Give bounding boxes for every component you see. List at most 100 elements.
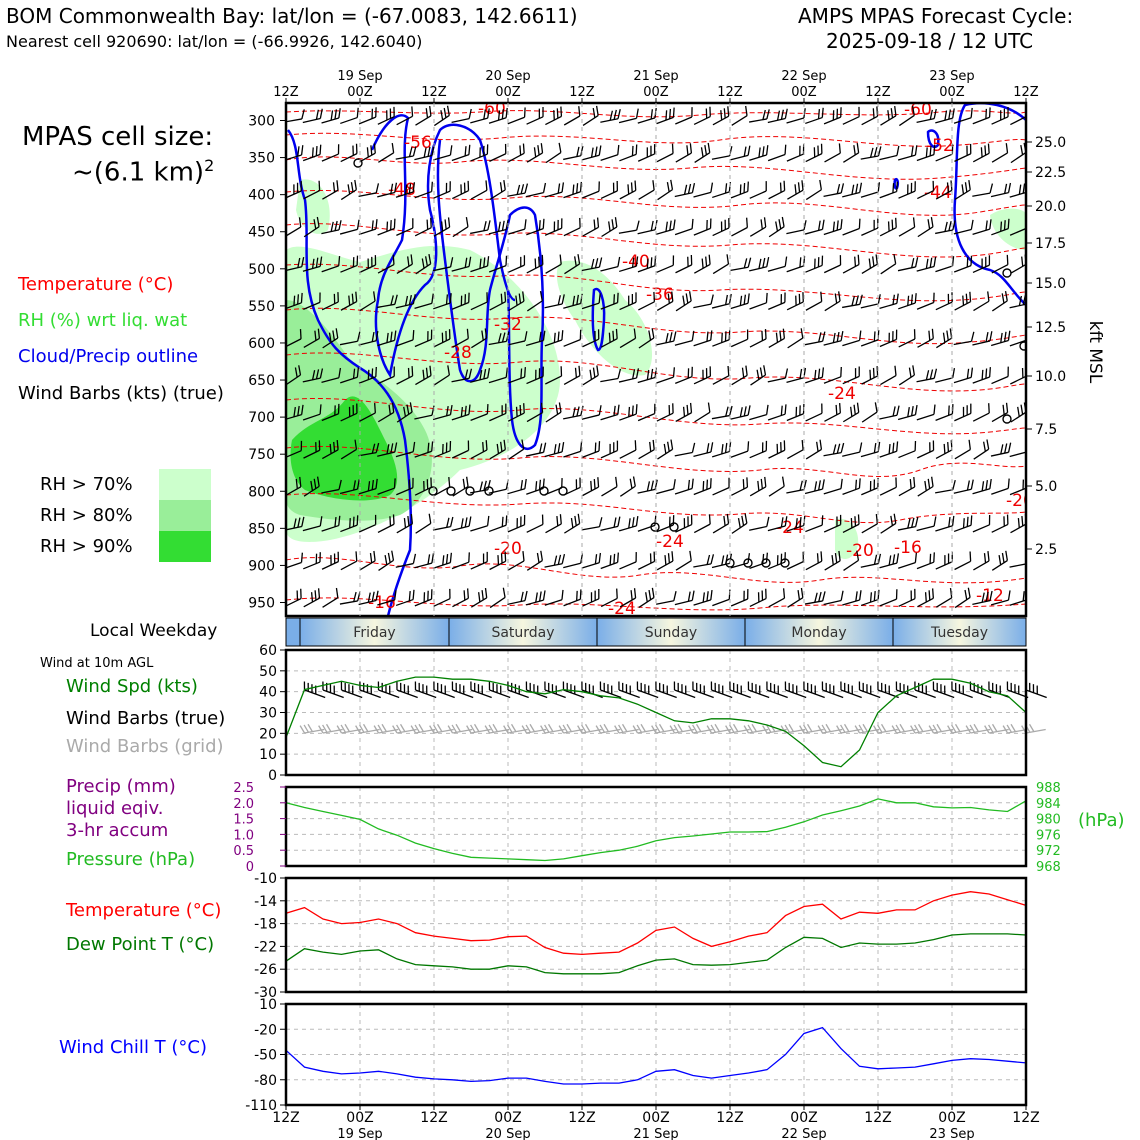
cs-barb-34 (916, 108, 937, 124)
cs-barb-125 (377, 218, 396, 236)
cs-barb-9 (451, 108, 472, 124)
cs-barb-17 (600, 109, 621, 123)
cs-barb-135 (563, 217, 581, 237)
cs-barb-298 (618, 368, 640, 383)
cs-barb-453 (526, 514, 544, 533)
cs-barb-384 (730, 441, 750, 458)
cs-barb-26 (767, 108, 788, 124)
forecast-cycle-label: AMPS MPAS Forecast Cycle: (798, 4, 1074, 28)
cs-barb-514 (916, 552, 935, 570)
wind-barb-true-34 (914, 681, 936, 699)
cs-barb-329 (451, 404, 471, 421)
cs-barb-438 (991, 478, 1010, 495)
cs-barb-23 (712, 106, 730, 126)
top-hour-label-5: 00Z (643, 85, 669, 100)
rh70-region-5 (835, 518, 859, 560)
cs-barb-182 (694, 254, 711, 274)
cs-barb-417 (601, 476, 618, 497)
cs-barb-40 (286, 145, 304, 161)
isotherm-label-14: -16 (894, 538, 922, 558)
cs-barb-496 (581, 552, 602, 569)
cs-barb-200 (286, 292, 303, 310)
cs-barb-441 (302, 516, 323, 532)
kft-tick-label-9: 2.5 (1035, 542, 1057, 558)
top-hour-label-9: 00Z (939, 85, 965, 100)
wind-barb-grid-8 (429, 723, 454, 734)
wind-speed-line (285, 676, 1027, 768)
pressure-tick-label-10: 800 (248, 484, 275, 500)
cs-barb-173 (526, 254, 544, 274)
top-date-label-0: 19 Sep (337, 69, 382, 84)
cs-barb-216 (581, 293, 601, 310)
cs-barb-136 (582, 217, 600, 237)
cs-barb-502 (693, 554, 715, 568)
bottom-hour-label-4: 12Z (568, 1110, 595, 1126)
cs-barb-486 (395, 553, 417, 568)
cs-barb-439 (1009, 479, 1026, 496)
legend-temperature: Temperature (°C) (18, 274, 174, 295)
windTicks-label-0: 0 (268, 768, 277, 784)
cs-barb-554 (917, 588, 934, 608)
windchill-grid (286, 1004, 1026, 1105)
wind-barb-grid-21 (669, 723, 695, 734)
cs-barb-501 (675, 550, 692, 571)
cs-barb-46 (395, 146, 417, 160)
cs-barb-131 (488, 219, 509, 235)
forecast-cycle-value: 2025-09-18 / 12 UTC (826, 29, 1034, 53)
cs-barb-354 (916, 404, 936, 421)
cs-barb-202 (321, 292, 339, 311)
cs-barb-206 (395, 294, 416, 309)
cs-barb-429 (823, 478, 843, 495)
wind-barb-true-27 (784, 681, 807, 699)
cs-barb-246 (395, 330, 415, 347)
weekday-band-0 (300, 618, 449, 646)
cs-barb-345 (749, 404, 769, 421)
cs-barb-91 (489, 180, 506, 200)
cs-barb-437 (972, 478, 992, 495)
cs-barb-509 (824, 550, 841, 571)
cs-barb-555 (935, 588, 953, 608)
windTicks-label-6: 60 (259, 643, 277, 659)
cs-barb-470 (842, 514, 860, 534)
cs-barb-86 (395, 182, 416, 198)
cs-barb-119 (1009, 183, 1026, 198)
cs-barb-397 (973, 439, 990, 460)
cs-barb-398 (990, 442, 1012, 457)
cs-barb-499 (638, 551, 656, 570)
cs-barb-118 (990, 182, 1012, 198)
cs-barb-112 (879, 181, 898, 199)
cs-barb-83 (340, 179, 357, 201)
cs-barb-407 (414, 477, 432, 496)
tempTicks-label-4: -14 (254, 894, 277, 910)
cs-barb-528 (433, 588, 451, 607)
cs-barb-451 (488, 515, 508, 533)
wind-barb-true-24 (729, 681, 751, 699)
cs-barb-68 (805, 143, 823, 163)
local-weekday-label: Local Weekday (90, 621, 218, 641)
cross-section-wind-barbs (286, 105, 1026, 609)
cs-barb-516 (954, 551, 972, 571)
cs-barb-536 (582, 588, 600, 607)
cs-barb-221 (675, 291, 692, 312)
cs-barb-447 (415, 513, 432, 534)
cs-barb-532 (507, 590, 528, 606)
cs-barb-373 (525, 442, 547, 457)
cs-barb-222 (693, 294, 714, 309)
cs-barb-12 (507, 107, 526, 125)
cs-barb-29 (823, 107, 842, 125)
cs-barb-99 (638, 180, 655, 200)
cs-barb-188 (805, 255, 824, 273)
cs-barb-270 (842, 330, 862, 347)
cs-barb-3 (340, 107, 359, 125)
cs-barb-245 (377, 330, 397, 347)
rh90-region (290, 396, 398, 501)
cs-barb-494 (544, 553, 566, 568)
precip-tick-label-4: 2.0 (233, 797, 254, 812)
cs-barb-365 (377, 442, 398, 457)
top-hour-label-7: 00Z (791, 85, 817, 100)
cs-barb-189 (823, 255, 842, 274)
cs-barb-162 (321, 256, 341, 273)
cs-barb-372 (508, 439, 525, 460)
cs-barb-371 (489, 439, 506, 460)
